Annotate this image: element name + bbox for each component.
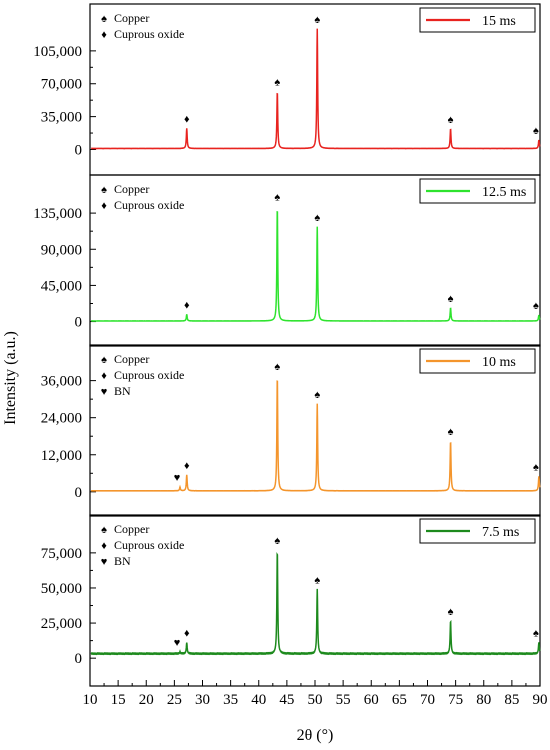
x-tick-label: 65: [392, 692, 407, 708]
x-tick-label: 55: [336, 692, 351, 708]
y-tick-label: 105,000: [33, 44, 82, 60]
panel-frame: [89, 344, 541, 517]
x-tick-label: 15: [111, 692, 126, 708]
peak-marker-cuprous-oxide: ♦: [184, 628, 190, 640]
series-line: [90, 552, 541, 656]
x-tick-label: 45: [279, 692, 294, 708]
legend-symbol-cuprous-oxide: ♦: [101, 370, 107, 382]
x-axis: 10 15 20 25 30 35 40 45 50 55 60 65 70 75 80 85 90: [83, 680, 548, 708]
peak-marker-cuprous-oxide: ♦: [184, 113, 190, 125]
x-tick-label: 35: [223, 692, 238, 708]
y-tick-label: 50,000: [41, 581, 82, 597]
legend-label-bn: BN: [114, 384, 131, 398]
peak-marker-cuprous-oxide: ♦: [184, 460, 190, 472]
peak-marker-cuprous-oxide: ♦: [184, 299, 190, 311]
x-tick-label: 20: [139, 692, 154, 708]
legend-label-copper: Copper: [114, 352, 149, 366]
y-tick-label: 0: [75, 651, 83, 667]
peak-marker-copper: ♠: [448, 426, 454, 438]
legend-symbol-cuprous-oxide: ♦: [101, 540, 107, 552]
legend-symbol-cuprous-oxide: ♦: [101, 29, 107, 41]
y-tick-label: 135,000: [33, 206, 82, 222]
y-tick-label: 35,000: [41, 110, 82, 126]
series-legend-label: 15 ms: [482, 14, 516, 29]
legend-label-copper: Copper: [114, 182, 149, 196]
y-tick-label: 70,000: [41, 77, 82, 93]
peak-marker-bn: ♥: [174, 472, 181, 484]
peak-marker-bn: ♥: [174, 637, 181, 649]
legend-symbol-bn: ♥: [101, 556, 108, 568]
legend-symbol-bn: ♥: [101, 386, 108, 398]
x-tick-label: 60: [364, 692, 379, 708]
x-tick-label: 75: [448, 692, 463, 708]
peak-marker-copper: ♠: [274, 76, 280, 88]
x-tick-label: 70: [420, 692, 435, 708]
peak-marker-copper: ♠: [448, 114, 454, 126]
y-tick-label: 0: [75, 485, 83, 501]
x-axis-title: 2θ (°): [297, 727, 334, 744]
peak-marker-copper: ♠: [533, 461, 539, 473]
y-tick-label: 90,000: [41, 242, 82, 258]
legend-label-cuprous-oxide: Cuprous oxide: [114, 538, 184, 552]
legend-label-bn: BN: [114, 554, 131, 568]
peak-marker-copper: ♠: [533, 125, 539, 137]
y-tick-label: 45,000: [41, 278, 82, 294]
legend-label-copper: Copper: [114, 11, 149, 25]
legend-label-cuprous-oxide: Cuprous oxide: [114, 198, 184, 212]
x-tick-label: 85: [504, 692, 519, 708]
x-tick-label: 10: [83, 692, 98, 708]
series-line: [90, 380, 541, 492]
chart-panels: 0 35,000 70,000 105,000 ♦ ♠ ♠ ♠ ♠ ♠ Copper ♦ Cuprous…: [33, 3, 541, 687]
peak-marker-copper: ♠: [314, 389, 320, 401]
peak-marker-copper: ♠: [314, 14, 320, 26]
peak-marker-copper: ♠: [274, 192, 280, 204]
y-tick-label: 12,000: [41, 448, 82, 464]
panel-frame: [89, 174, 541, 347]
panel-12-5-ms: 0 45,000 90,000 135,000 ♦ ♠ ♠ ♠ ♠ ♠ Copper ♦ Cuprous…: [33, 174, 541, 347]
x-tick-label: 80: [476, 692, 491, 708]
x-tick-label: 25: [167, 692, 182, 708]
x-tick-label: 30: [195, 692, 210, 708]
peak-marker-copper: ♠: [314, 574, 320, 586]
series-legend-label: 7.5 ms: [482, 525, 519, 540]
legend-symbol-copper: ♠: [101, 13, 107, 25]
x-tick-label: 90: [533, 692, 548, 708]
series-line: [90, 211, 541, 322]
y-tick-label: 0: [75, 142, 83, 158]
legend-label-cuprous-oxide: Cuprous oxide: [114, 27, 184, 41]
series-legend-label: 10 ms: [482, 355, 516, 370]
y-tick-label: 25,000: [41, 616, 82, 632]
legend-symbol-copper: ♠: [101, 524, 107, 536]
peak-marker-copper: ♠: [448, 606, 454, 618]
peak-marker-copper: ♠: [314, 212, 320, 224]
peak-marker-copper: ♠: [533, 628, 539, 640]
peak-marker-copper: ♠: [448, 293, 454, 305]
series-line: [90, 28, 541, 150]
panel-15-ms: 0 35,000 70,000 105,000 ♦ ♠ ♠ ♠ ♠ ♠ Copper ♦ Cuprous…: [33, 3, 541, 176]
legend-symbol-copper: ♠: [101, 354, 107, 366]
x-tick-label: 50: [308, 692, 323, 708]
legend-symbol-copper: ♠: [101, 184, 107, 196]
peak-marker-copper: ♠: [274, 535, 280, 547]
y-tick-label: 36,000: [41, 374, 82, 390]
y-axis-title: Intensity (a.u.): [2, 331, 19, 425]
peak-marker-copper: ♠: [274, 361, 280, 373]
legend-label-cuprous-oxide: Cuprous oxide: [114, 368, 184, 382]
legend-label-copper: Copper: [114, 522, 149, 536]
peak-marker-copper: ♠: [533, 300, 539, 312]
y-tick-label: 0: [75, 315, 83, 331]
y-tick-label: 75,000: [41, 546, 82, 562]
series-legend-label: 12.5 ms: [482, 185, 526, 200]
legend-symbol-cuprous-oxide: ♦: [101, 200, 107, 212]
y-tick-label: 24,000: [41, 411, 82, 427]
x-tick-label: 40: [251, 692, 266, 708]
